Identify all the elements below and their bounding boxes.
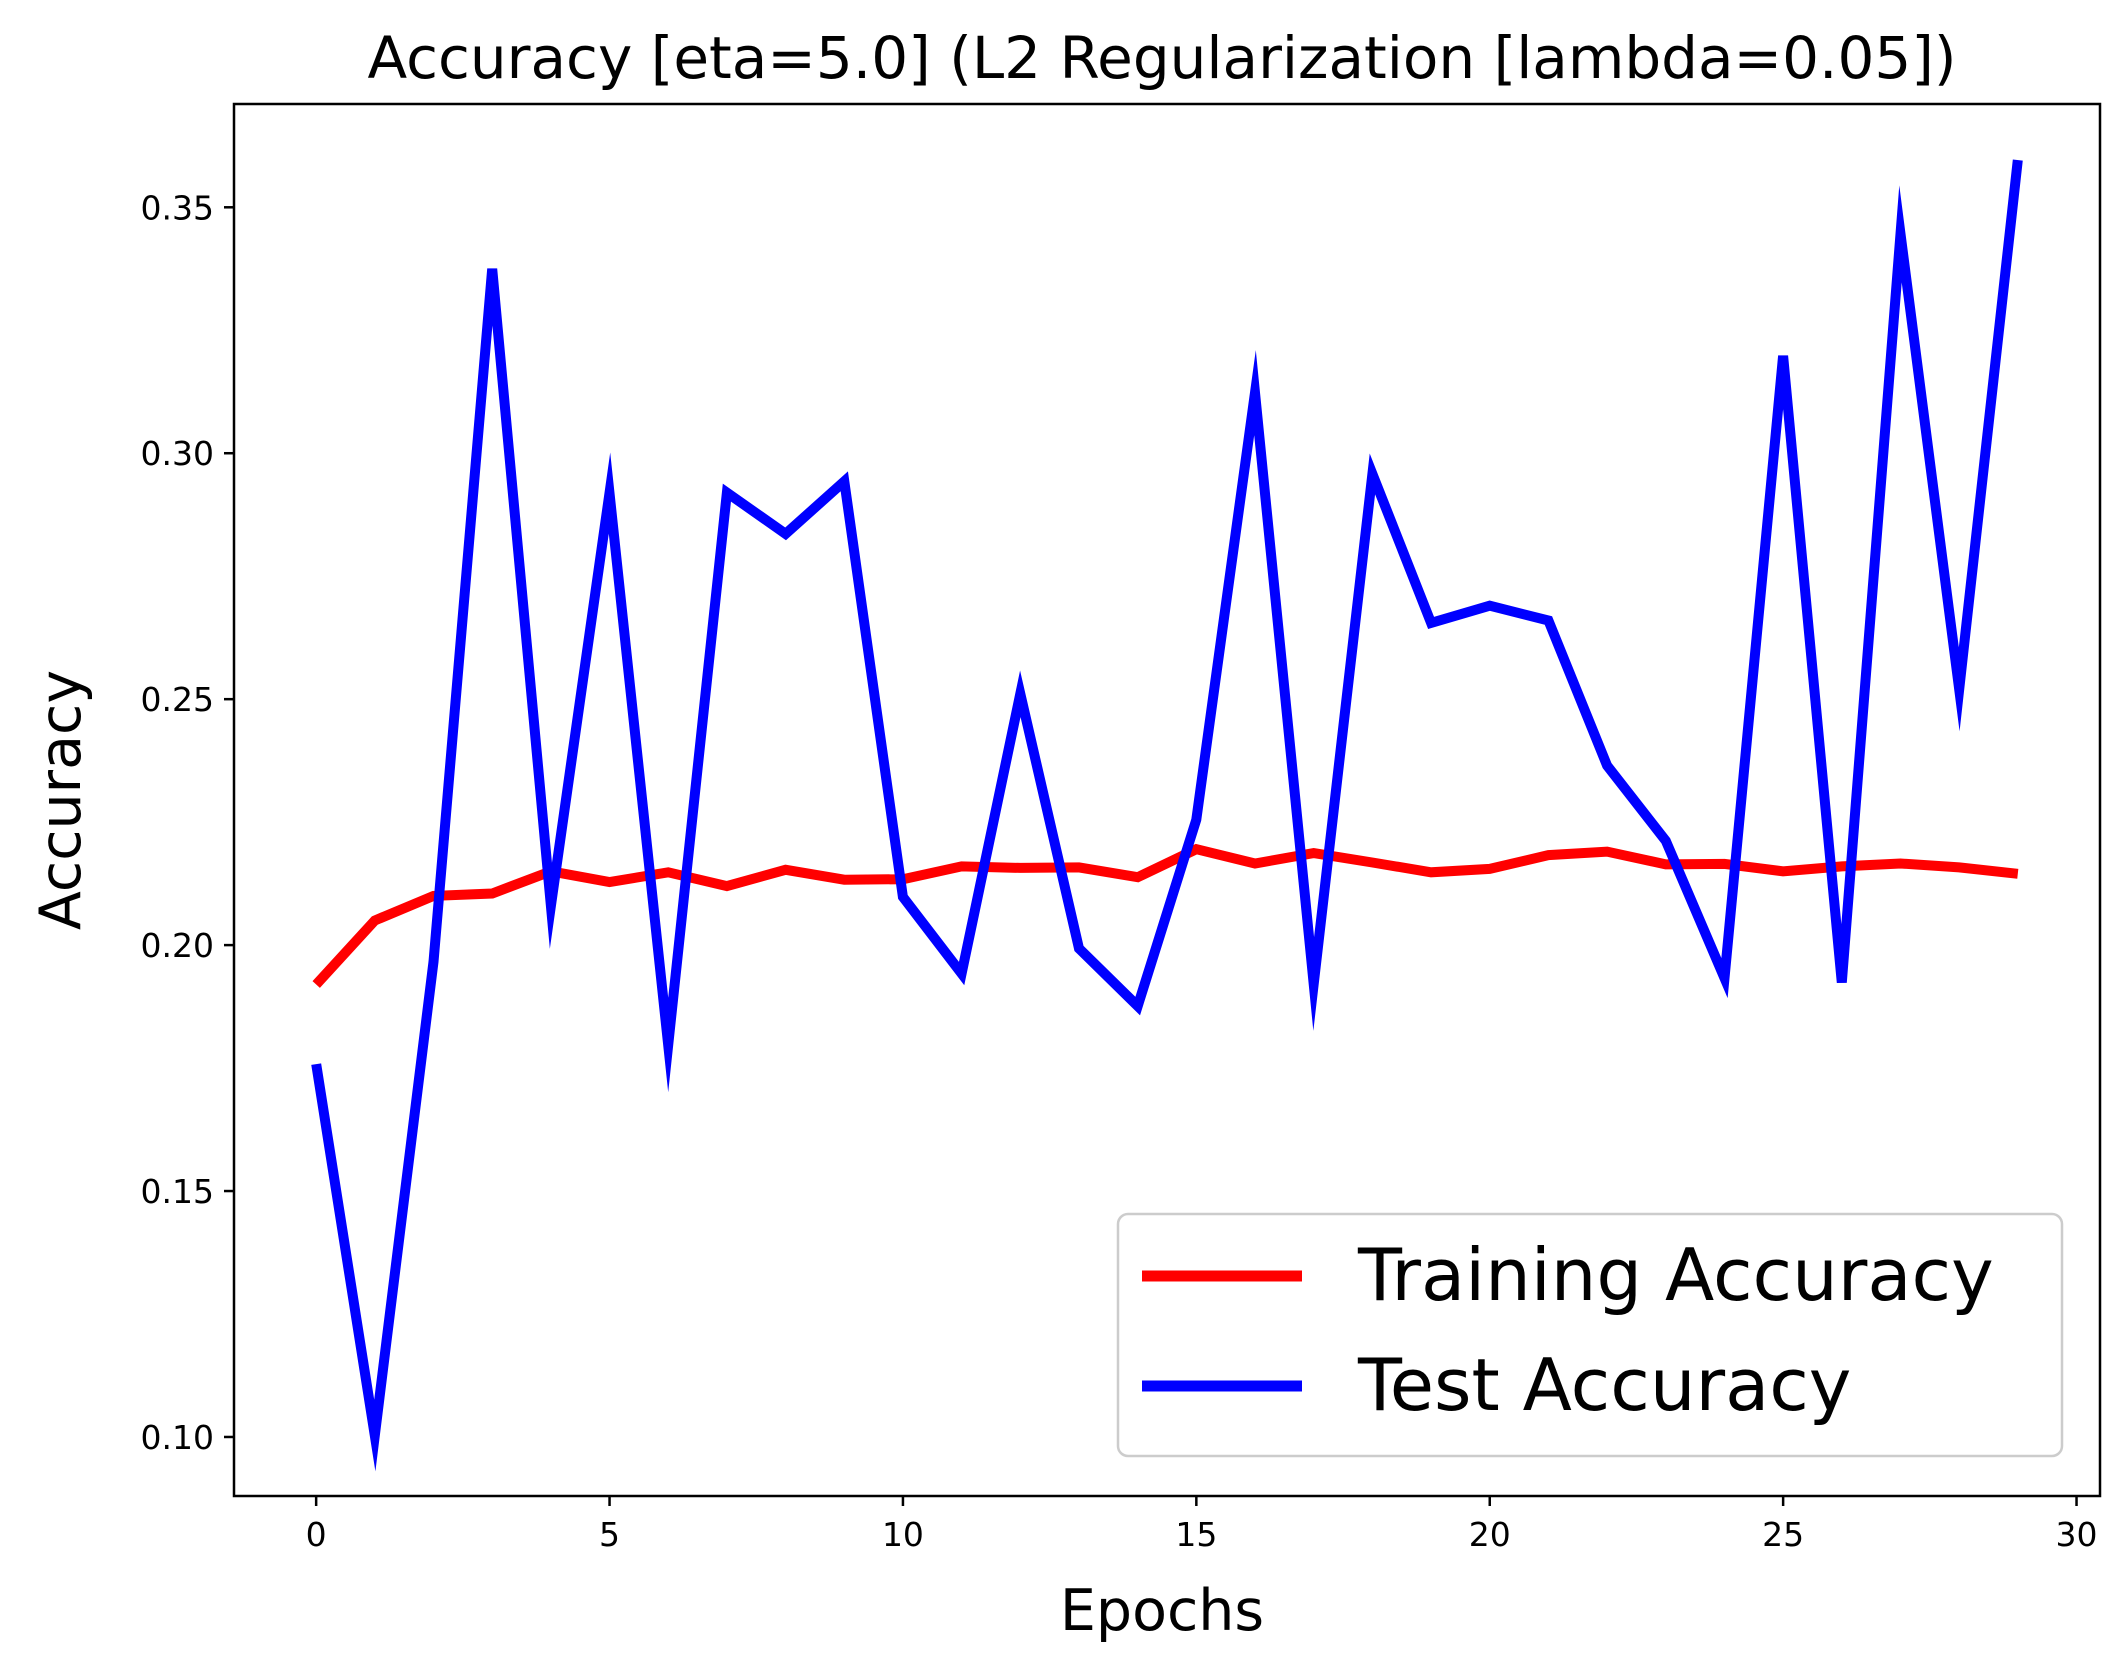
x-tick-label: 5 xyxy=(599,1515,620,1554)
legend-label-training-accuracy: Training Accuracy xyxy=(1357,1233,1994,1317)
x-tick-label: 30 xyxy=(2056,1515,2098,1554)
x-axis: 0 5 10 15 20 25 30 xyxy=(306,1496,2098,1554)
x-tick-label: 15 xyxy=(1175,1515,1217,1554)
x-tick-label: 10 xyxy=(882,1515,924,1554)
x-tick-label: 0 xyxy=(306,1515,327,1554)
chart-title: Accuracy [eta=5.0] (L2 Regularization [l… xyxy=(367,24,1956,92)
y-tick-label: 0.15 xyxy=(141,1172,214,1211)
x-tick-label: 20 xyxy=(1469,1515,1511,1554)
y-tick-label: 0.30 xyxy=(141,434,214,473)
x-tick-label: 25 xyxy=(1762,1515,1804,1554)
x-axis-label: Epochs xyxy=(1060,1578,1264,1644)
y-axis: 0.10 0.15 0.20 0.25 0.30 0.35 xyxy=(141,188,234,1457)
plot-area xyxy=(311,159,2023,1472)
y-tick-label: 0.35 xyxy=(141,188,214,227)
y-tick-label: 0.20 xyxy=(141,926,214,965)
legend: Training Accuracy Test Accuracy xyxy=(1116,1212,2064,1458)
legend-frame xyxy=(1116,1212,2064,1458)
legend-label-test-accuracy: Test Accuracy xyxy=(1357,1343,1851,1427)
y-tick-label: 0.10 xyxy=(141,1418,214,1457)
plot-frame xyxy=(232,102,2102,1498)
y-tick-label: 0.25 xyxy=(141,680,214,719)
y-axis-label: Accuracy xyxy=(28,670,94,930)
series-line-test-accuracy xyxy=(311,159,2023,1472)
